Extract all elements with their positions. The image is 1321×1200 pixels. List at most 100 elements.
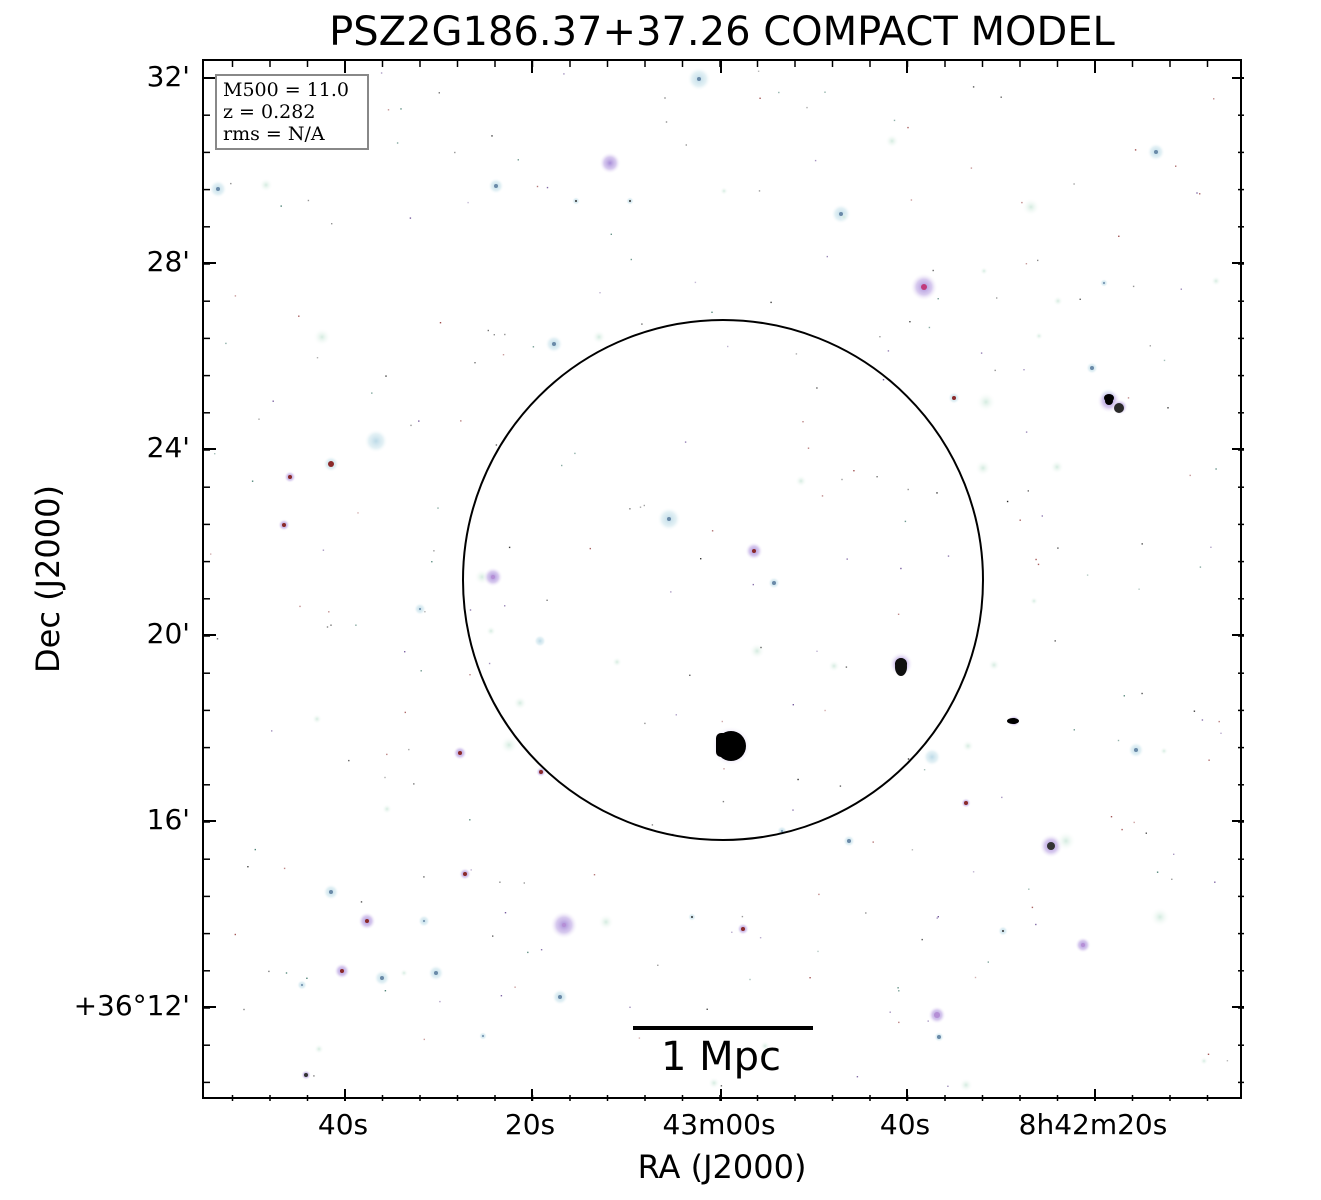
noise-specks (210, 70, 1229, 1087)
noise-speck (504, 605, 506, 607)
source-core (741, 927, 745, 931)
noise-speck (1027, 490, 1029, 492)
noise-speck (420, 670, 422, 672)
y-tick-label: 16' (146, 803, 190, 836)
noise-speck (610, 233, 612, 235)
noise-speck (816, 650, 818, 652)
noise-speck (500, 995, 503, 997)
noise-speck (1138, 588, 1140, 590)
source-core (1154, 150, 1158, 154)
noise-speck (247, 866, 249, 868)
noise-speck (643, 504, 645, 507)
noise-speck (437, 507, 439, 509)
noise-speck (234, 295, 237, 297)
noise-speck (210, 553, 212, 555)
noise-speck (387, 109, 390, 111)
noise-speck (778, 91, 780, 94)
noise-speck (433, 550, 435, 552)
noise-speck (380, 72, 383, 74)
noise-speck (758, 190, 761, 192)
y-tick-label: 20' (146, 617, 190, 650)
noise-speck (491, 135, 493, 137)
noise-speck (664, 97, 666, 99)
noise-speck (413, 783, 415, 785)
noise-speck (1141, 692, 1143, 695)
source-halo (314, 1044, 324, 1054)
source-halo (598, 914, 614, 930)
noise-speck (423, 1038, 425, 1041)
noise-speck (689, 674, 691, 676)
source-core (282, 523, 286, 527)
noise-speck (927, 1020, 929, 1022)
source-core (921, 284, 927, 290)
noise-speck (258, 418, 260, 420)
noise-speck (760, 646, 762, 649)
noise-speck (469, 609, 472, 611)
noise-speck (283, 867, 286, 870)
noise-speck (230, 182, 232, 185)
noise-speck (639, 506, 642, 508)
noise-speck (723, 768, 725, 770)
noise-speck (684, 441, 687, 443)
source-halo (1211, 276, 1221, 286)
y-tick-label: +36°12' (73, 989, 190, 1022)
noise-speck (589, 547, 591, 550)
noise-speck (817, 950, 819, 953)
noise-speck (424, 611, 426, 613)
noise-speck (657, 964, 659, 966)
source-core (463, 872, 467, 876)
noise-speck (694, 281, 697, 284)
noise-speck (216, 638, 219, 640)
source-core (558, 995, 562, 999)
source-halo (364, 429, 388, 453)
noise-speck (1037, 259, 1039, 262)
source-core (380, 976, 384, 980)
noise-speck (893, 119, 896, 122)
noise-speck (532, 346, 535, 348)
source-core (539, 770, 543, 774)
source-halo (988, 659, 1000, 671)
noise-speck (887, 350, 890, 352)
noise-speck (1218, 720, 1220, 723)
y-tick-label: 24' (146, 431, 190, 464)
noise-speck (254, 848, 256, 851)
noise-speck (251, 480, 254, 482)
noise-speck (1193, 710, 1196, 712)
source-core (288, 475, 292, 479)
noise-speck (770, 301, 772, 304)
noise-speck (721, 720, 723, 723)
source-core (491, 575, 495, 579)
noise-speck (807, 447, 810, 449)
noise-speck (439, 1000, 441, 1003)
noise-speck (493, 334, 495, 336)
noise-speck (460, 420, 462, 422)
noise-speck (328, 611, 330, 613)
source-halo (976, 392, 996, 412)
axis-ticks (204, 61, 1244, 1101)
noise-speck (299, 605, 301, 608)
noise-speck (409, 217, 412, 219)
noise-speck (298, 315, 300, 317)
source-core (667, 517, 671, 521)
noise-speck (386, 753, 388, 756)
bright-source-core (1114, 403, 1124, 413)
source-halo (599, 152, 621, 174)
noise-speck (996, 297, 998, 299)
noise-speck (272, 400, 274, 402)
noise-speck (994, 369, 996, 372)
noise-speck (467, 201, 469, 204)
noise-speck (593, 874, 596, 876)
source-core (752, 549, 756, 553)
noise-speck (816, 387, 818, 389)
source-halo (513, 696, 527, 710)
noise-speck (809, 977, 811, 979)
noise-speck (923, 769, 926, 771)
noise-speck (1196, 192, 1198, 194)
noise-speck (795, 353, 798, 355)
source-core (304, 1073, 308, 1077)
noise-speck (876, 476, 878, 478)
noise-speck (1041, 515, 1043, 517)
noise-speck (897, 987, 899, 989)
noise-speck (1000, 96, 1002, 98)
image-title: PSZ2G186.37+37.26 COMPACT MODEL (329, 9, 1115, 55)
